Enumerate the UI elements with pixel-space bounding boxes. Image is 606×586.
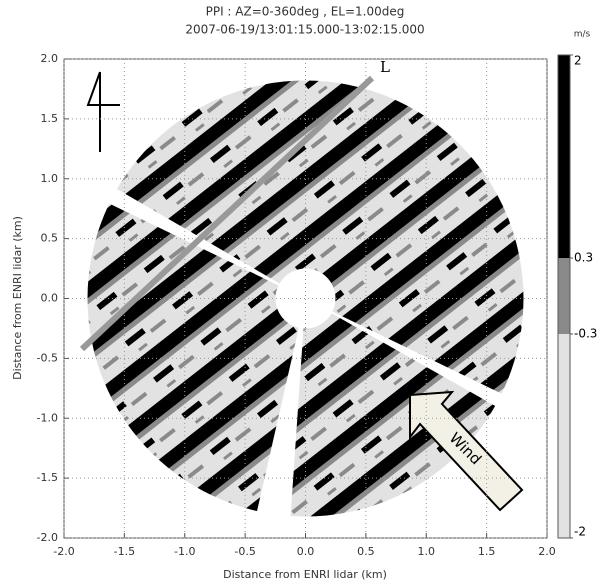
x-tick-label: -0.5 <box>234 545 255 558</box>
section-line <box>79 75 375 352</box>
colorbar-frame <box>557 54 571 539</box>
colorbar-tick-label: -2 <box>574 525 586 539</box>
colorbar-unit: m/s <box>574 30 591 40</box>
x-tick-label: 0.0 <box>297 545 315 558</box>
line-label: L <box>380 58 390 76</box>
chart-subtitle: 2007-06-19/13:01:15.000-13:02:15.000 <box>185 23 424 37</box>
colorbar-segment <box>558 334 570 538</box>
y-tick-label: 2.0 <box>41 52 59 65</box>
y-axis-label: Distance from ENRI lidar (km) <box>11 216 24 380</box>
colorbar-segment <box>558 258 570 334</box>
colorbar-tick-label: 2 <box>574 54 582 68</box>
y-tick-label: -0.5 <box>37 351 58 364</box>
north-symbol <box>86 71 120 152</box>
y-tick-label: 1.0 <box>41 172 59 185</box>
y-tick-label: -1.5 <box>37 471 58 484</box>
y-tick-label: -1.0 <box>37 411 58 424</box>
y-tick-label: 0.5 <box>41 232 59 245</box>
x-tick-label: -2.0 <box>53 545 74 558</box>
x-tick-label: -1.0 <box>174 545 195 558</box>
colorbar-tick-label: 0.3 <box>574 251 593 265</box>
x-tick-label: -1.5 <box>114 545 135 558</box>
colorbar-segment <box>558 55 570 258</box>
chart-title: PPI : AZ=0-360deg , EL=1.00deg <box>206 5 405 19</box>
x-tick-label: 1.0 <box>418 545 436 558</box>
y-tick-label: -2.0 <box>37 531 58 544</box>
y-tick-label: 0.0 <box>41 292 59 305</box>
x-tick-label: 2.0 <box>538 545 556 558</box>
x-tick-label: 1.5 <box>478 545 496 558</box>
x-tick-label: 0.5 <box>357 545 375 558</box>
colorbar-tick-label: -0.3 <box>574 327 597 341</box>
x-axis-label: Distance from ENRI lidar (km) <box>223 568 387 581</box>
y-tick-label: 1.5 <box>41 112 59 125</box>
